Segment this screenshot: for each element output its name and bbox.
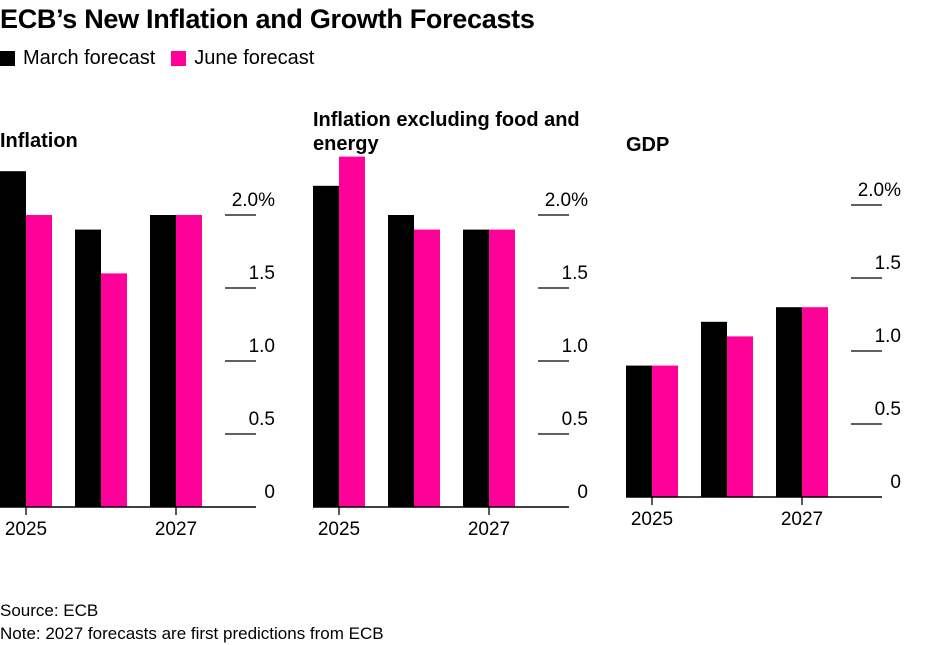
bar-june-2027 (489, 229, 515, 507)
y-tick-label: 0.5 (562, 409, 588, 430)
source-note: Source: ECB (0, 601, 99, 620)
x-tick-label: 2025 (318, 519, 360, 540)
y-tick-label: 0 (890, 472, 901, 493)
bar-march-2025 (313, 185, 339, 508)
legend-item-march: March forecast (0, 47, 155, 70)
x-tick-label: 2025 (631, 509, 673, 530)
y-tick-label: 2.0% (858, 180, 901, 201)
bar-march-2025 (626, 365, 652, 497)
bar-march-2026 (701, 321, 727, 497)
y-tick-label: 0 (264, 482, 275, 503)
chart-inflation: 0 0.5 1.0 1.5 2.0% 2025 2027 (0, 171, 275, 540)
legend-swatch-june (171, 51, 187, 66)
bar-march-2027 (776, 307, 802, 497)
x-tick-label: 2027 (155, 519, 197, 540)
chart-core-inflation: 0 0.5 1.0 1.5 2.0% 2025 2027 (313, 156, 588, 540)
legend-swatch-march (0, 51, 15, 66)
bar-june-2025 (339, 156, 365, 507)
y-tick-label: 2.0% (232, 190, 275, 211)
bar-june-2027 (176, 215, 202, 507)
bar-june-2027 (802, 307, 828, 497)
bar-march-2026 (75, 229, 101, 507)
panel-title-inflation: Inflation (0, 130, 78, 152)
x-tick-label: 2025 (5, 519, 47, 540)
bar-june-2026 (727, 336, 753, 497)
bar-june-2026 (414, 229, 440, 507)
bar-march-2027 (463, 229, 489, 507)
x-tick-label: 2027 (781, 509, 823, 530)
y-tick-label: 1.5 (249, 263, 275, 284)
panel-title-gdp: GDP (626, 134, 670, 156)
y-tick-label: 0.5 (249, 409, 275, 430)
bar-june-2025 (652, 365, 678, 497)
y-tick-label: 1.5 (562, 263, 588, 284)
panel-title-core-inflation: Inflation excluding food and energy (313, 109, 580, 155)
y-tick-label: 1.0 (562, 336, 588, 357)
bar-march-2027 (150, 215, 176, 507)
legend-item-june: June forecast (171, 47, 314, 70)
bar-june-2025 (26, 215, 52, 507)
x-tick-label: 2027 (468, 519, 510, 540)
chart-title: ECB’s New Inflation and Growth Forecasts (0, 4, 535, 34)
bar-june-2026 (101, 273, 127, 507)
chart-gdp: 0 0.5 1.0 1.5 2.0% 2025 2027 (626, 180, 901, 530)
y-tick-label: 0.5 (875, 399, 901, 420)
footnote: Note: 2027 forecasts are first predictio… (0, 624, 384, 643)
y-tick-label: 1.0 (249, 336, 275, 357)
y-tick-label: 2.0% (545, 190, 588, 211)
y-tick-label: 0 (577, 482, 588, 503)
bar-march-2026 (388, 215, 414, 507)
legend-label-june: June forecast (194, 47, 315, 69)
y-tick-label: 1.5 (875, 253, 901, 274)
legend: March forecast June forecast (0, 47, 330, 70)
legend-label-march: March forecast (23, 47, 156, 69)
bar-march-2025 (0, 171, 26, 507)
y-tick-label: 1.0 (875, 326, 901, 347)
